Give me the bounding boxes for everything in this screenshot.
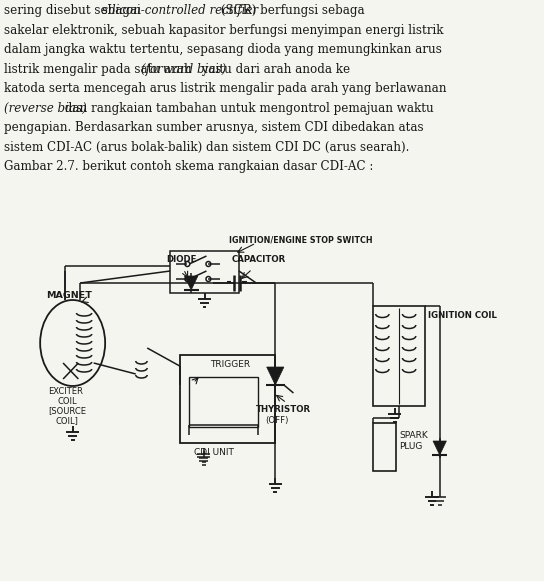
Text: (SCR) berfungsi sebaga: (SCR) berfungsi sebaga (217, 4, 365, 17)
Text: dan rangkaian tambahan untuk mengontrol pemajuan waktu: dan rangkaian tambahan untuk mengontrol … (61, 102, 434, 114)
Text: silicon-controlled rectifier: silicon-controlled rectifier (102, 4, 258, 17)
Text: DIODE: DIODE (166, 255, 197, 264)
Text: katoda serta mencegah arus listrik mengalir pada arah yang berlawanan: katoda serta mencegah arus listrik menga… (4, 82, 446, 95)
Text: Gambar 2.7. berikut contoh skema rangkaian dasar CDI-AC :: Gambar 2.7. berikut contoh skema rangkai… (4, 160, 373, 173)
Text: (OFF): (OFF) (265, 416, 289, 425)
Text: (reverse bias): (reverse bias) (4, 102, 86, 114)
Text: IGNITION COIL: IGNITION COIL (428, 311, 497, 320)
Text: MAGNET: MAGNET (46, 291, 92, 300)
Text: PLUG: PLUG (399, 442, 423, 451)
Text: sering disebut sebagai: sering disebut sebagai (4, 4, 145, 17)
Text: (forward bias): (forward bias) (140, 63, 226, 76)
Text: pengapian. Berdasarkan sumber arusnya, sistem CDI dibedakan atas: pengapian. Berdasarkan sumber arusnya, s… (4, 121, 423, 134)
Text: CDI UNIT: CDI UNIT (194, 448, 234, 457)
Polygon shape (433, 441, 447, 455)
Bar (180, 355, 275, 443)
Bar (170, 251, 239, 293)
Text: [SOURCE: [SOURCE (48, 406, 86, 415)
Circle shape (206, 277, 211, 282)
Text: THYRISTOR: THYRISTOR (256, 405, 311, 414)
Text: listrik mengalir pada satu arah: listrik mengalir pada satu arah (4, 63, 195, 76)
Text: dalam jangka waktu tertentu, sepasang dioda yang memungkinkan arus: dalam jangka waktu tertentu, sepasang di… (4, 43, 442, 56)
Text: TRIGGER: TRIGGER (211, 360, 250, 369)
Bar (373, 423, 395, 471)
Circle shape (185, 261, 190, 267)
Text: sistem CDI-AC (arus bolak-balik) dan sistem CDI DC (arus searah).: sistem CDI-AC (arus bolak-balik) dan sis… (4, 141, 409, 153)
Text: COIL: COIL (57, 397, 77, 406)
Text: COIL]: COIL] (55, 416, 78, 425)
Text: SPARK: SPARK (399, 431, 428, 440)
Bar (189, 377, 258, 427)
Text: EXCITER: EXCITER (48, 387, 83, 396)
Circle shape (206, 261, 211, 267)
Text: yaitu dari arah anoda ke: yaitu dari arah anoda ke (198, 63, 350, 76)
Text: CAPACITOR: CAPACITOR (231, 255, 286, 264)
Polygon shape (184, 276, 198, 290)
Polygon shape (267, 367, 284, 385)
Text: IGNITION/ENGINE STOP SWITCH: IGNITION/ENGINE STOP SWITCH (230, 235, 373, 244)
Circle shape (185, 277, 190, 282)
Bar (373, 306, 425, 406)
Text: sakelar elektronik, sebuah kapasitor berfungsi menyimpan energi listrik: sakelar elektronik, sebuah kapasitor ber… (4, 23, 443, 37)
